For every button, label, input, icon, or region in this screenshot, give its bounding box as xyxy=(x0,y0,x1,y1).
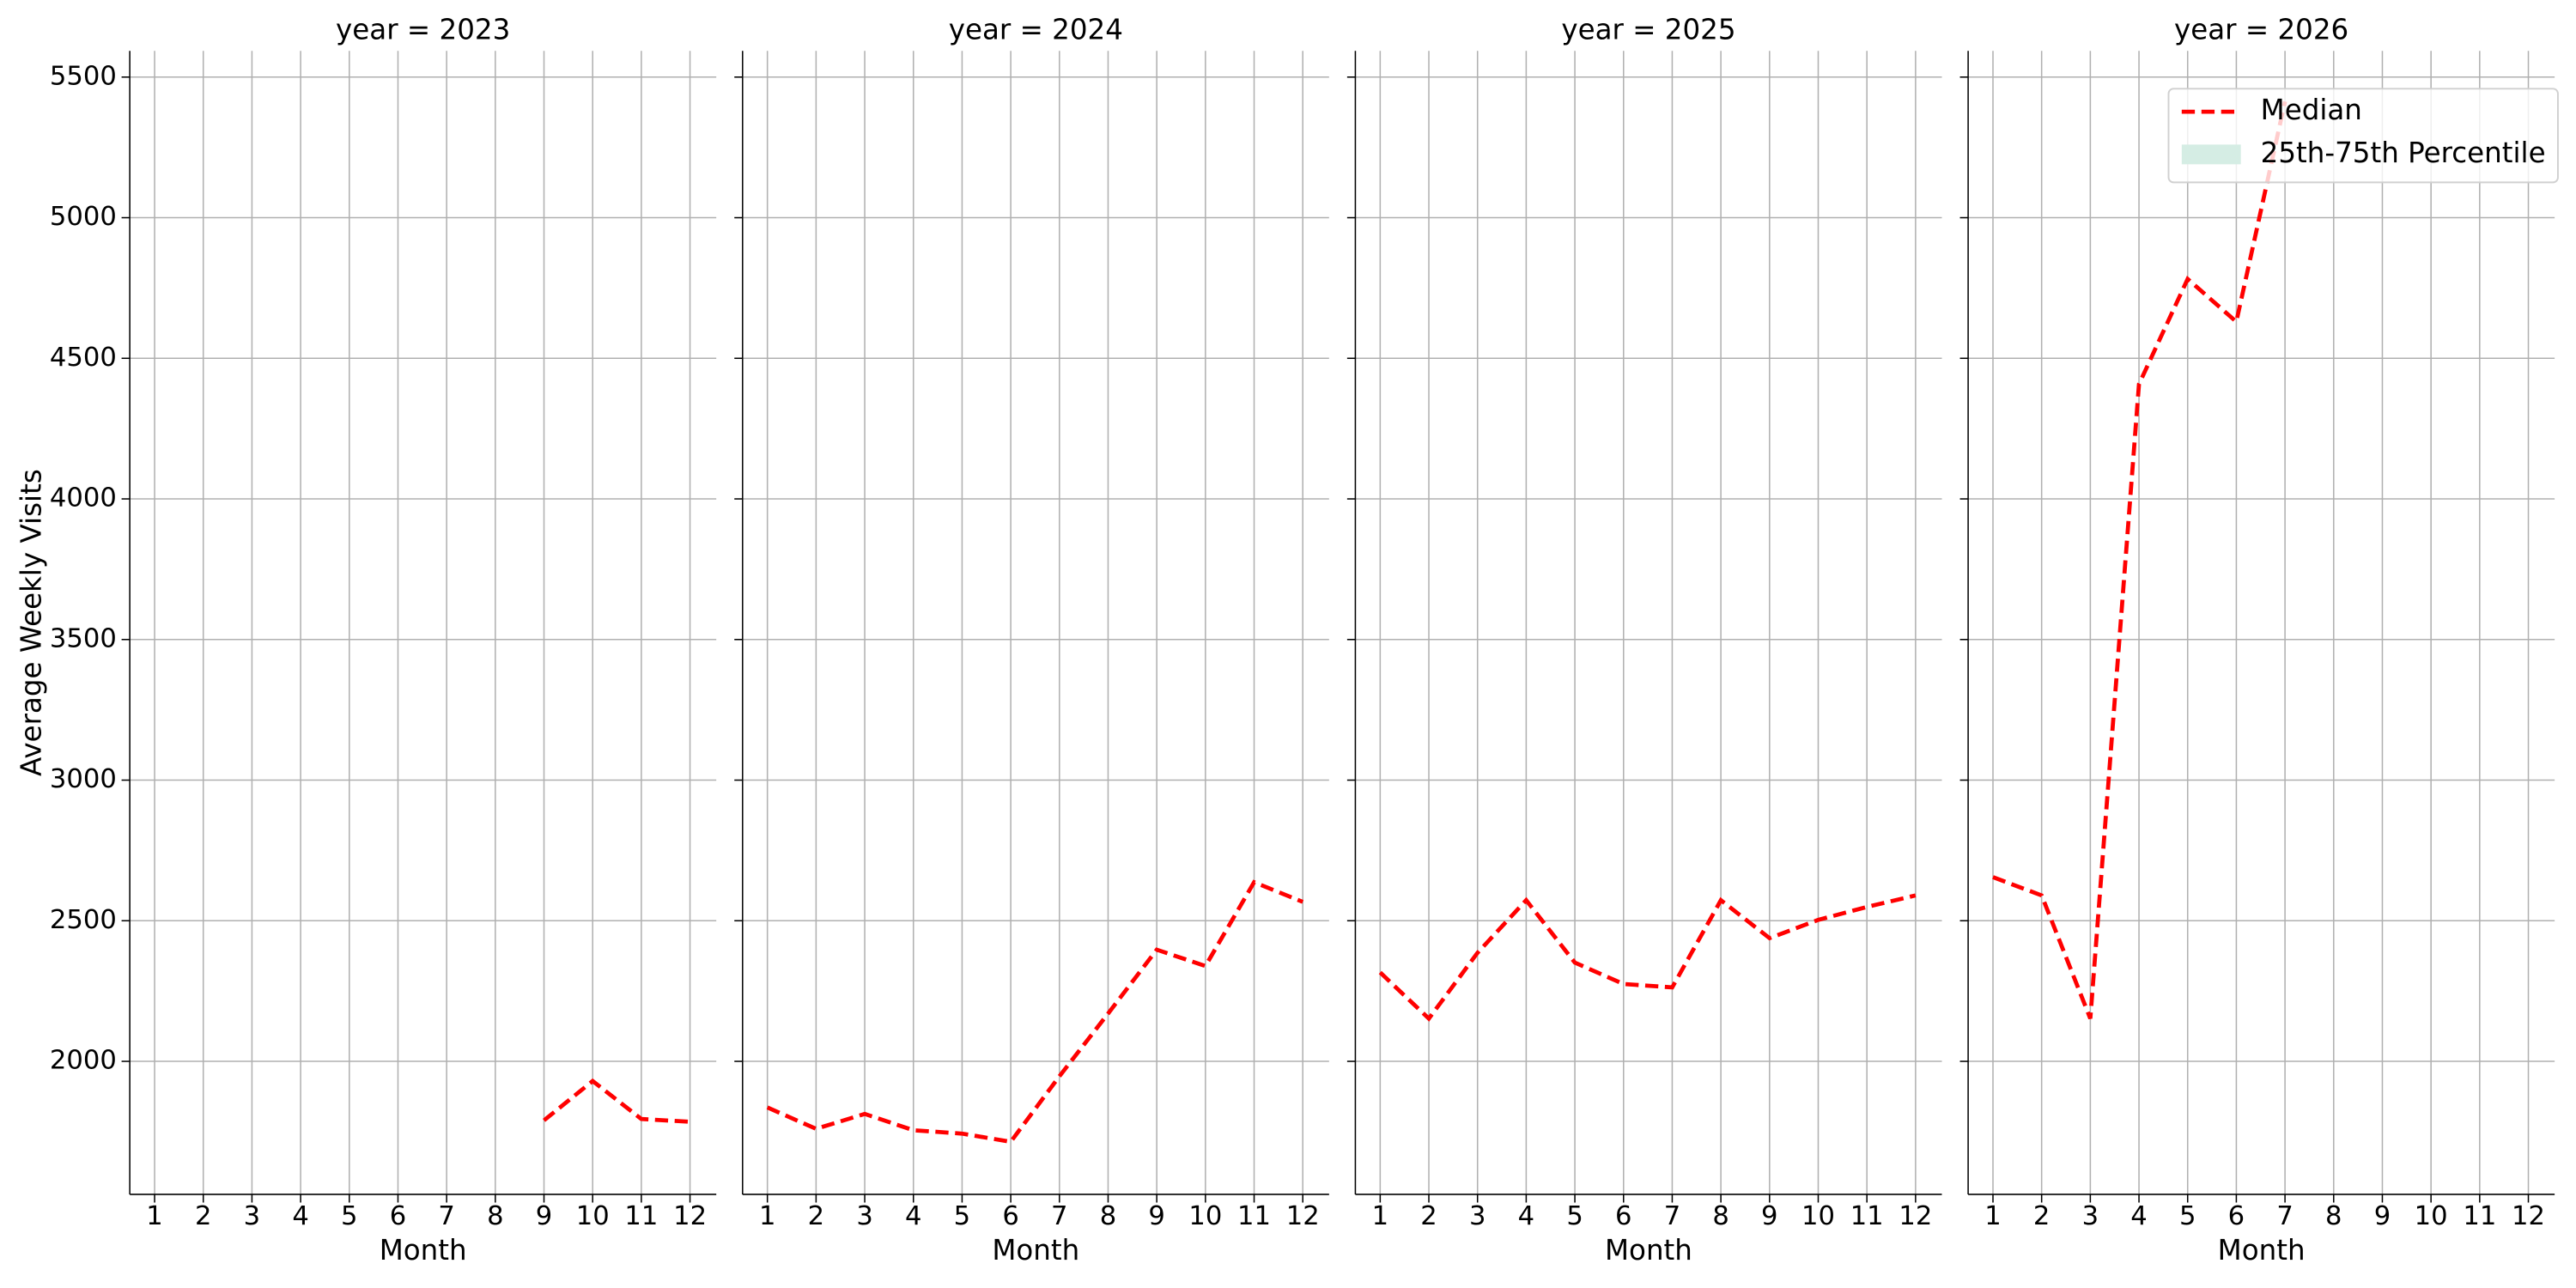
x-tick-label: 8 xyxy=(1712,1201,1728,1231)
median-line xyxy=(543,1078,690,1124)
x-tick-label: 4 xyxy=(2130,1201,2147,1231)
legend-box xyxy=(2167,88,2559,184)
x-axis-label: Month xyxy=(992,1234,1079,1267)
x-tick-label: 9 xyxy=(2374,1201,2391,1231)
x-tick-label: 9 xyxy=(1761,1201,1777,1231)
x-tick-label: 9 xyxy=(536,1201,552,1231)
x-axis-label: Month xyxy=(380,1234,467,1267)
x-tick-label: 9 xyxy=(1148,1201,1164,1231)
x-tick-label: 4 xyxy=(292,1201,308,1231)
legend-label: Median xyxy=(2261,94,2362,126)
x-tick-label: 3 xyxy=(2082,1201,2099,1231)
x-tick-label: 6 xyxy=(1615,1201,1631,1231)
x-tick-label: 10 xyxy=(2415,1201,2448,1231)
x-tick-label: 12 xyxy=(673,1201,707,1231)
x-tick-label: 4 xyxy=(905,1201,921,1231)
x-tick-label: 3 xyxy=(1469,1201,1485,1231)
x-tick-label: 1 xyxy=(1372,1201,1388,1231)
y-tick-label: 2000 xyxy=(50,1046,117,1076)
x-tick-label: 7 xyxy=(2276,1201,2293,1231)
x-tick-label: 11 xyxy=(624,1201,658,1231)
x-tick-label: 11 xyxy=(1850,1201,1884,1231)
x-tick-label: 5 xyxy=(2179,1201,2196,1231)
panel-title: year = 2024 xyxy=(949,13,1123,46)
y-tick-label: 3500 xyxy=(50,623,117,653)
panel-title: year = 2026 xyxy=(2174,13,2348,46)
y-tick-label: 4000 xyxy=(50,483,117,513)
x-tick-label: 1 xyxy=(146,1201,162,1231)
median-line xyxy=(766,879,1304,1145)
x-tick-label: 11 xyxy=(2463,1201,2496,1231)
y-tick-label: 5000 xyxy=(50,202,117,232)
x-tick-label: 1 xyxy=(759,1201,775,1231)
x-tick-label: 7 xyxy=(1051,1201,1067,1231)
legend: Median 25th-75th Percentile xyxy=(2167,88,2559,184)
x-axis-label: Month xyxy=(1605,1234,1692,1267)
legend-swatch xyxy=(2181,144,2241,165)
x-tick-label: 10 xyxy=(1801,1201,1835,1231)
y-tick-label: 5500 xyxy=(50,61,117,91)
x-tick-label: 5 xyxy=(954,1201,970,1231)
x-tick-label: 10 xyxy=(576,1201,610,1231)
y-tick-label: 4500 xyxy=(50,343,117,373)
x-tick-label: 6 xyxy=(390,1201,406,1231)
y-tick-label: 3000 xyxy=(50,764,117,794)
panel-title: year = 2023 xyxy=(336,13,510,46)
x-tick-label: 10 xyxy=(1188,1201,1222,1231)
x-tick-label: 2 xyxy=(195,1201,211,1231)
x-tick-label: 8 xyxy=(2325,1201,2342,1231)
x-tick-label: 5 xyxy=(1566,1201,1583,1231)
x-tick-label: 2 xyxy=(2033,1201,2050,1231)
x-axis-label: Month xyxy=(2218,1234,2306,1267)
x-tick-label: 4 xyxy=(1518,1201,1534,1231)
x-tick-label: 12 xyxy=(1899,1201,1932,1231)
x-tick-label: 6 xyxy=(2228,1201,2245,1231)
x-tick-label: 1 xyxy=(1984,1201,2001,1231)
x-tick-label: 7 xyxy=(438,1201,454,1231)
x-tick-label: 3 xyxy=(856,1201,872,1231)
x-tick-label: 6 xyxy=(1002,1201,1018,1231)
y-axis-label: Average Weekly Visits xyxy=(15,469,47,776)
y-tick-label: 2500 xyxy=(50,905,117,935)
x-tick-label: 12 xyxy=(1286,1201,1320,1231)
x-tick-label: 12 xyxy=(2512,1201,2545,1231)
median-line xyxy=(1378,893,1917,1022)
median-line xyxy=(1992,100,2287,1020)
x-tick-label: 8 xyxy=(1100,1201,1116,1231)
x-tick-label: 11 xyxy=(1237,1201,1271,1231)
legend-label: 25th-75th Percentile xyxy=(2261,137,2546,169)
panel-title: year = 2025 xyxy=(1561,13,1735,46)
x-tick-label: 2 xyxy=(1420,1201,1437,1231)
x-tick-label: 3 xyxy=(244,1201,260,1231)
x-tick-label: 5 xyxy=(341,1201,357,1231)
x-tick-label: 7 xyxy=(1664,1201,1680,1231)
x-tick-label: 8 xyxy=(487,1201,503,1231)
x-tick-label: 2 xyxy=(808,1201,824,1231)
